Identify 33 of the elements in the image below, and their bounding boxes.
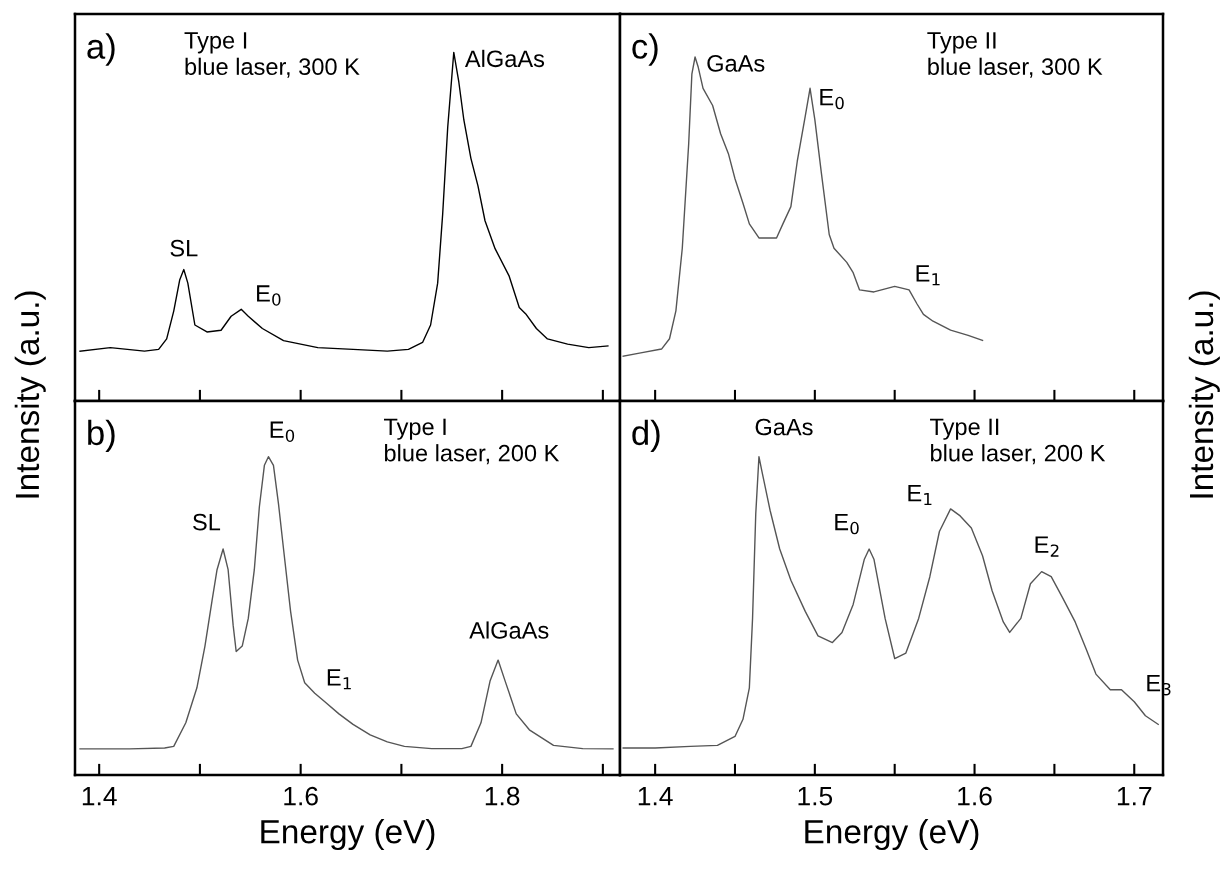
annotation: GaAs <box>755 418 813 436</box>
x-tick-label: 1.4 <box>82 787 117 806</box>
annotation: Type II blue laser, 300 K <box>927 32 1103 78</box>
text: b) <box>88 419 115 453</box>
annotation: Type I blue laser, 300 K <box>184 32 360 78</box>
y2-axis-title: Intensity (a.u.) <box>1188 291 1220 498</box>
x-axis-title: Energy (eV) <box>261 819 435 851</box>
annotation: GaAs <box>707 55 765 72</box>
annotation: E$_{0}$ <box>820 88 844 110</box>
x-tick-label: 1.8 <box>485 786 520 806</box>
text: d) <box>632 419 660 453</box>
annotation: AlGaAs <box>469 621 549 639</box>
y-axis-title: Intensity (a.u.) <box>14 291 46 498</box>
annotation: E$_{0}$ <box>257 285 281 306</box>
annotation: a) <box>87 33 115 66</box>
annotation: E$_{1}$ <box>908 484 932 506</box>
annotation: AlGaAs <box>464 49 545 68</box>
annotation: Type II blue laser, 200 K <box>930 418 1106 465</box>
x-tick-label: 1.5 <box>798 787 833 806</box>
x-tick-label: 1.4 <box>638 787 673 806</box>
x-axis-title: Energy (eV) <box>805 819 979 851</box>
x-tick-label: 1.7 <box>1117 787 1152 806</box>
annotation: E$_{1}$ <box>327 669 351 690</box>
annotation: E$_{1}$ <box>916 265 940 286</box>
x-tick-label: 1.6 <box>284 786 318 806</box>
annotation: Type I blue laser, 200 K <box>384 418 560 465</box>
annotation: E$_{0}$ <box>270 421 295 442</box>
annotation: SL <box>193 513 221 531</box>
x-tick-label: 1.6 <box>958 786 992 806</box>
annotation: E$_{0}$ <box>835 513 859 535</box>
annotation: c) <box>632 33 658 66</box>
annotation: E$_{2}$ <box>1035 536 1059 557</box>
annotation: SL <box>170 239 198 257</box>
